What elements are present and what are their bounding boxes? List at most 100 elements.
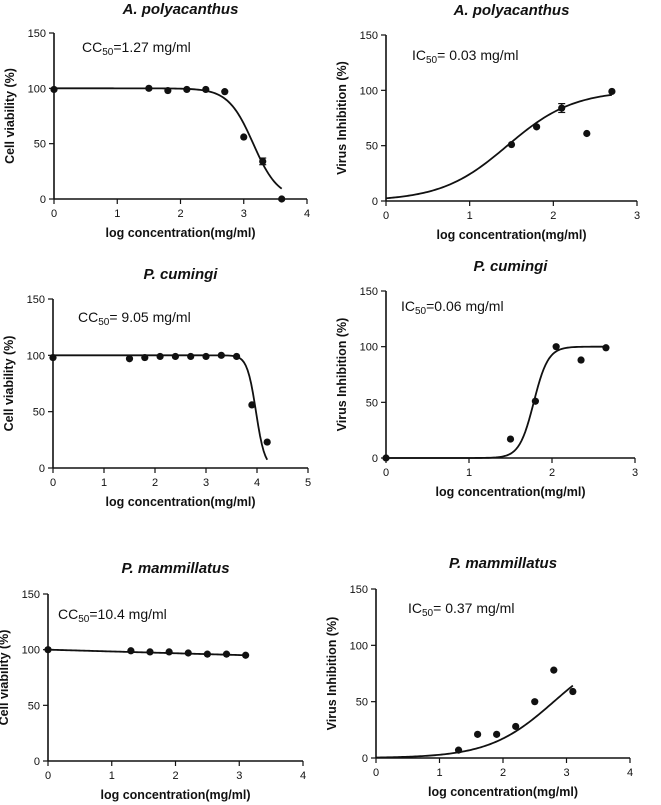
data-point bbox=[50, 85, 58, 94]
annotation-subscript: 50 bbox=[102, 47, 114, 58]
annotation-value: = 9.05 mg/ml bbox=[109, 309, 190, 325]
x-tick-label: 4 bbox=[254, 477, 260, 489]
annotation-value: = 0.03 mg/ml bbox=[437, 47, 518, 63]
data-point bbox=[259, 157, 267, 165]
x-axis-label: log concentration(mg/ml) bbox=[437, 228, 587, 242]
y-axis-label: Cell viability (%) bbox=[2, 336, 16, 432]
x-tick-label: 2 bbox=[172, 770, 178, 782]
chart-annotation: CC50= 9.05 mg/ml bbox=[78, 309, 191, 328]
y-tick-label: 150 bbox=[27, 294, 45, 306]
data-point bbox=[240, 133, 248, 141]
data-point bbox=[531, 397, 540, 405]
chart-title: P. mammillatus bbox=[449, 555, 557, 572]
y-tick-label: 150 bbox=[360, 30, 378, 42]
data-point bbox=[171, 352, 179, 361]
y-axis-label: Virus Inhibition (%) bbox=[335, 318, 349, 432]
y-tick-label: 0 bbox=[362, 753, 368, 765]
data-point bbox=[507, 140, 516, 149]
y-axis-label: Cell viability (%) bbox=[3, 68, 17, 164]
chart-title: A. polyacanthus bbox=[453, 2, 570, 19]
data-point bbox=[506, 435, 515, 443]
y-axis-label: Virus Inhibition (%) bbox=[335, 61, 349, 175]
x-tick-label: 2 bbox=[500, 767, 506, 779]
x-tick-label: 4 bbox=[627, 767, 633, 779]
x-tick-label: 0 bbox=[45, 770, 51, 782]
y-tick-label: 100 bbox=[28, 83, 46, 95]
x-tick-label: 3 bbox=[203, 477, 209, 489]
annotation-prefix: IC bbox=[412, 47, 426, 63]
data-point bbox=[602, 344, 610, 352]
data-point bbox=[552, 343, 560, 351]
y-tick-label: 100 bbox=[360, 342, 378, 354]
annotation-value: =0.06 mg/ml bbox=[426, 298, 503, 314]
x-tick-label: 1 bbox=[101, 477, 107, 489]
fit-curve bbox=[385, 93, 613, 200]
x-axis-label: log concentration(mg/ml) bbox=[428, 785, 578, 799]
data-point bbox=[278, 195, 286, 203]
data-point bbox=[531, 698, 539, 706]
y-tick-label: 100 bbox=[360, 85, 378, 97]
data-point bbox=[493, 730, 501, 738]
annotation-prefix: CC bbox=[58, 606, 78, 622]
x-tick-label: 4 bbox=[304, 208, 310, 220]
x-tick-label: 0 bbox=[51, 208, 57, 220]
data-point bbox=[382, 454, 390, 462]
data-point bbox=[217, 351, 225, 359]
x-tick-label: 5 bbox=[305, 477, 311, 489]
y-axis-label: Virus Inhibition (%) bbox=[325, 617, 339, 731]
x-axis-label: log concentration(mg/ml) bbox=[106, 495, 256, 509]
data-point bbox=[242, 651, 250, 659]
x-tick-label: 0 bbox=[373, 767, 379, 779]
x-tick-label: 0 bbox=[383, 467, 389, 479]
x-tick-label: 1 bbox=[467, 210, 473, 222]
chart-title: A. polyacanthus bbox=[122, 1, 239, 18]
data-point bbox=[49, 353, 57, 362]
x-tick-label: 4 bbox=[300, 770, 306, 782]
y-tick-label: 0 bbox=[372, 453, 378, 465]
data-point bbox=[203, 650, 211, 658]
data-point bbox=[608, 87, 616, 96]
annotation-prefix: CC bbox=[78, 309, 98, 325]
annotation-subscript: 50 bbox=[78, 614, 90, 625]
annotation-value: =1.27 mg/ml bbox=[113, 39, 190, 55]
x-axis-label: log concentration(mg/ml) bbox=[106, 226, 256, 240]
x-tick-label: 1 bbox=[114, 208, 120, 220]
chart-annotation: IC50= 0.37 mg/ml bbox=[408, 600, 514, 619]
x-tick-label: 2 bbox=[550, 210, 556, 222]
data-point bbox=[187, 352, 195, 361]
data-point bbox=[222, 650, 231, 658]
y-tick-label: 0 bbox=[40, 194, 46, 206]
data-point bbox=[454, 746, 463, 754]
y-tick-label: 150 bbox=[350, 584, 368, 596]
chart-title: P. cumingi bbox=[474, 258, 549, 275]
fit-curve bbox=[386, 345, 606, 459]
data-point bbox=[183, 85, 191, 94]
data-point bbox=[248, 401, 256, 409]
data-point bbox=[44, 646, 52, 654]
data-point bbox=[221, 88, 229, 96]
chart-annotation: IC50= 0.03 mg/ml bbox=[412, 47, 518, 66]
data-point bbox=[512, 722, 520, 731]
data-point bbox=[569, 687, 577, 696]
x-tick-label: 3 bbox=[634, 210, 640, 222]
annotation-subscript: 50 bbox=[426, 55, 438, 66]
data-point bbox=[145, 84, 153, 92]
y-axis-label: Cell viability (%) bbox=[0, 630, 11, 726]
annotation-prefix: IC bbox=[401, 298, 415, 314]
y-tick-label: 150 bbox=[22, 589, 40, 601]
x-axis-label: log concentration(mg/ml) bbox=[101, 788, 251, 802]
annotation-subscript: 50 bbox=[422, 608, 434, 619]
y-tick-label: 0 bbox=[372, 196, 378, 208]
data-point bbox=[184, 649, 192, 657]
data-point bbox=[550, 666, 558, 674]
data-point bbox=[156, 352, 164, 361]
x-tick-label: 1 bbox=[466, 467, 472, 479]
y-tick-label: 50 bbox=[366, 141, 378, 153]
x-tick-label: 3 bbox=[632, 467, 638, 479]
x-tick-label: 3 bbox=[236, 770, 242, 782]
